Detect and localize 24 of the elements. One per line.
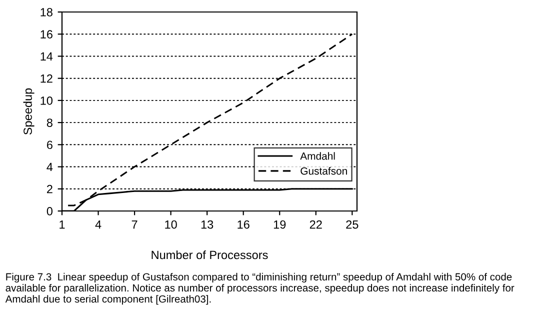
x-tick-label: 25 [346,220,358,229]
x-tick-label: 10 [165,220,177,229]
y-tick-label: 4 [46,162,53,172]
y-tick-label: 8 [46,118,52,127]
y-tick-label: 6 [47,140,52,150]
y-tick-label: 10 [40,96,53,105]
x-tick-label: 16 [238,220,250,229]
x-tick-label: 4 [95,220,102,229]
legend-label: Amdahl [300,152,335,160]
y-tick-label: 18 [40,8,52,16]
x-tick-label: 7 [132,220,138,229]
y-axis-title: Speedup [23,88,34,135]
y-tick-label: 14 [40,52,53,60]
caption: Figure 7.3 Linear speedup of Gustafson compared to “diminishing return” speedup of Amdahl with 50% of code available for parallelization. Notice as number of processors increase, speedup does not increase indefinitely for Amdahl due to serial component [Gilreath03]. [5,272,514,305]
x-tick-label: 1 [60,220,65,229]
x-tick-label: 13 [201,220,214,229]
legend-label: Gustafson [300,167,347,175]
y-tick-label: 16 [40,30,52,39]
x-tick-label: 19 [274,220,286,229]
y-tick-label: 12 [40,74,52,83]
y-tick-label: 2 [47,184,52,194]
x-axis-title: Number of Processors [152,250,268,260]
y-tick-label: 0 [46,207,53,216]
x-tick-label: 22 [310,220,322,229]
